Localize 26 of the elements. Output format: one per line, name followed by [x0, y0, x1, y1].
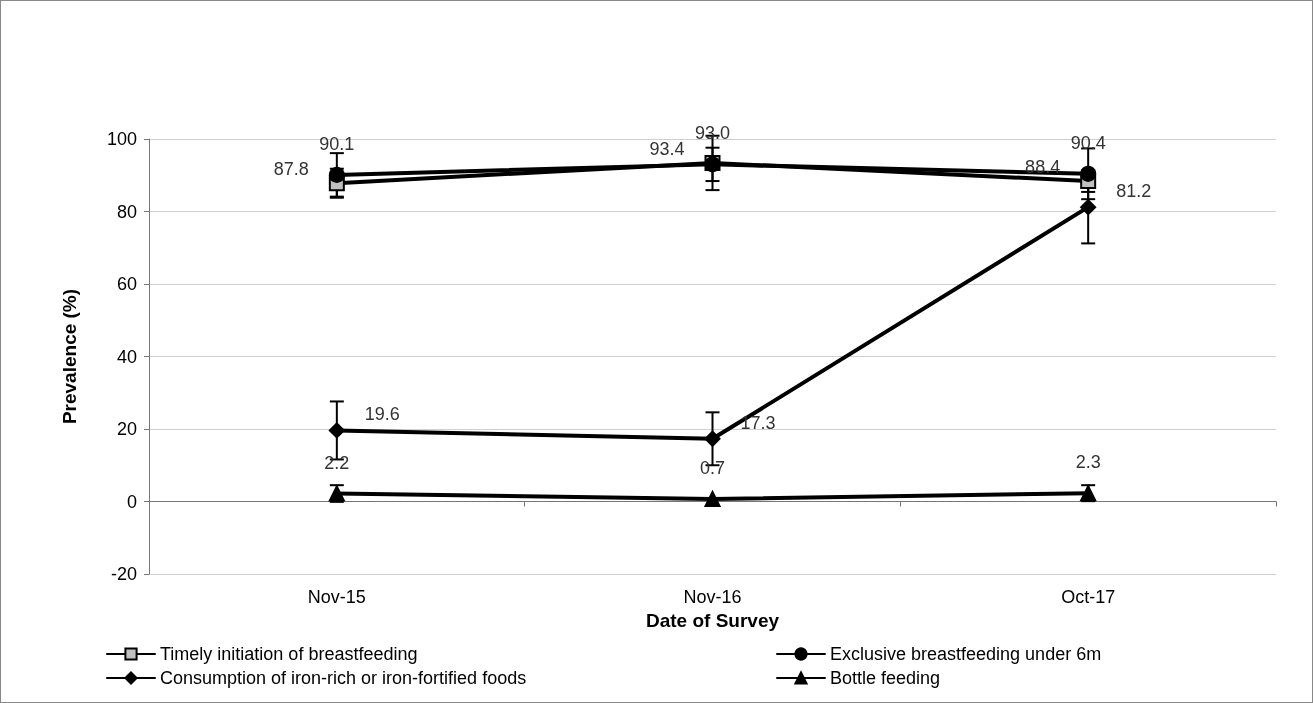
data-label: 93.4: [649, 138, 685, 159]
legend-label: Exclusive breastfeeding under 6m: [830, 644, 1102, 664]
y-tick-label: 100: [106, 129, 137, 149]
legend-label: Bottle feeding: [830, 668, 941, 688]
data-label: 93.0: [694, 123, 731, 144]
data-label: 2.3: [1075, 452, 1101, 473]
data-label: 2.2: [324, 452, 350, 473]
y-tick-label: 80: [116, 201, 137, 222]
y-axis-title: Prevalence (%): [59, 288, 80, 425]
data-label: 90.4: [1070, 132, 1106, 153]
x-axis-title: Date of Survey: [645, 609, 780, 631]
legend-label: Consumption of iron-rich or iron-fortified foods: [160, 668, 527, 688]
x-tick-label: Oct-17: [1061, 587, 1116, 607]
y-tick-label: 40: [116, 346, 137, 367]
x-tick-label: Nov-15: [307, 587, 366, 607]
data-label: 17.3: [740, 412, 776, 433]
x-tick-label: Nov-16: [683, 587, 742, 607]
data-label: 19.6: [364, 404, 400, 425]
data-label: 81.2: [1116, 181, 1152, 202]
legend-label: Timely initiation of breastfeeding: [160, 644, 418, 664]
data-label: 87.8: [273, 159, 309, 180]
y-tick-label: -20: [110, 564, 137, 584]
y-tick-label: 60: [116, 274, 137, 294]
y-tick-label: 20: [116, 419, 137, 439]
y-tick-label: 0: [126, 491, 137, 512]
data-label: 90.1: [319, 133, 355, 154]
